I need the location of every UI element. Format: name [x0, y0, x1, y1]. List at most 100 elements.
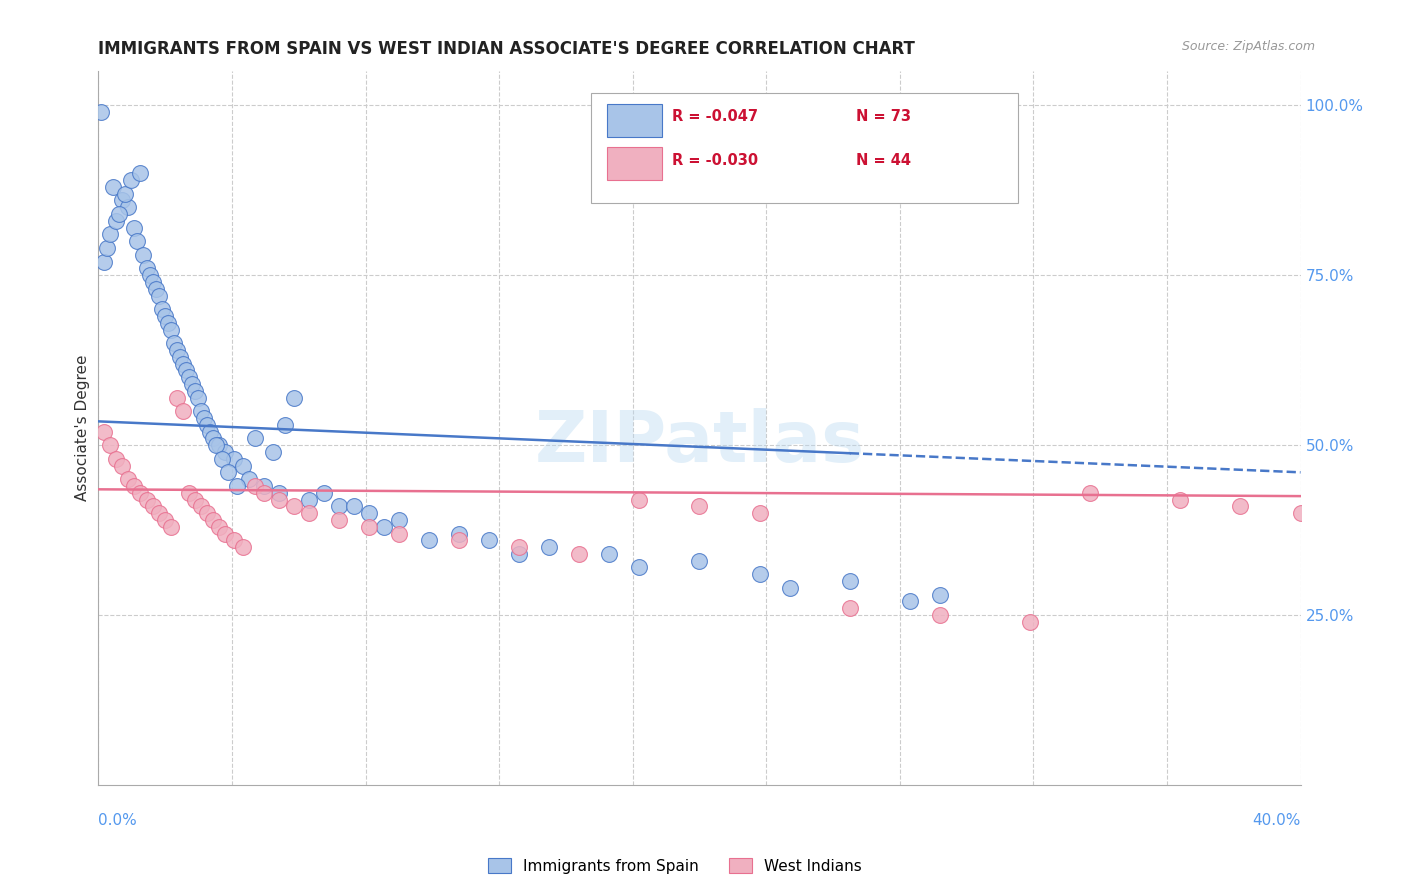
- Point: [117, 472, 139, 486]
- Point: [208, 438, 231, 452]
- Point: [214, 526, 236, 541]
- Point: [238, 472, 260, 486]
- Point: [201, 513, 224, 527]
- Point: [1289, 506, 1312, 520]
- Point: [132, 248, 155, 262]
- Text: IMMIGRANTS FROM SPAIN VS WEST INDIAN ASSOCIATE'S DEGREE CORRELATION CHART: IMMIGRANTS FROM SPAIN VS WEST INDIAN ASS…: [98, 40, 915, 58]
- Point: [183, 492, 205, 507]
- Point: [153, 513, 176, 527]
- Point: [105, 214, 128, 228]
- Point: [388, 513, 411, 527]
- Point: [145, 282, 167, 296]
- FancyBboxPatch shape: [607, 104, 662, 137]
- Point: [177, 370, 200, 384]
- Point: [232, 458, 254, 473]
- Text: N = 73: N = 73: [856, 109, 911, 124]
- Point: [111, 458, 134, 473]
- Point: [193, 411, 215, 425]
- Point: [568, 547, 591, 561]
- FancyBboxPatch shape: [607, 147, 662, 180]
- Point: [538, 540, 561, 554]
- Point: [124, 220, 146, 235]
- Point: [180, 376, 202, 391]
- Point: [689, 500, 711, 514]
- Point: [328, 500, 350, 514]
- Point: [312, 485, 335, 500]
- Point: [628, 492, 651, 507]
- Point: [148, 288, 170, 302]
- Legend: Immigrants from Spain, West Indians: Immigrants from Spain, West Indians: [482, 852, 868, 880]
- Point: [172, 404, 194, 418]
- Point: [138, 268, 160, 283]
- Point: [108, 207, 131, 221]
- Point: [172, 357, 194, 371]
- Point: [148, 506, 170, 520]
- Point: [328, 513, 350, 527]
- Point: [508, 547, 530, 561]
- Y-axis label: Associate's Degree: Associate's Degree: [75, 355, 90, 501]
- Point: [283, 500, 305, 514]
- Point: [357, 519, 380, 533]
- Point: [124, 479, 146, 493]
- Point: [114, 186, 136, 201]
- Point: [204, 438, 226, 452]
- Point: [169, 350, 191, 364]
- Point: [283, 391, 305, 405]
- Point: [373, 519, 395, 533]
- Point: [748, 567, 770, 582]
- Point: [225, 479, 247, 493]
- Text: 40.0%: 40.0%: [1253, 814, 1301, 828]
- Point: [153, 309, 176, 323]
- Point: [100, 438, 122, 452]
- Point: [418, 533, 440, 548]
- FancyBboxPatch shape: [592, 93, 1018, 203]
- Point: [96, 241, 118, 255]
- Point: [177, 485, 200, 500]
- Point: [217, 466, 239, 480]
- Point: [159, 519, 181, 533]
- Text: N = 44: N = 44: [856, 153, 911, 168]
- Point: [183, 384, 205, 398]
- Point: [198, 425, 221, 439]
- Point: [274, 417, 297, 432]
- Point: [929, 588, 952, 602]
- Point: [150, 302, 173, 317]
- Point: [222, 451, 245, 466]
- Point: [478, 533, 501, 548]
- Point: [190, 500, 212, 514]
- Point: [141, 275, 163, 289]
- Point: [103, 180, 125, 194]
- Point: [93, 425, 115, 439]
- Point: [243, 479, 266, 493]
- Point: [929, 608, 952, 623]
- Point: [214, 445, 236, 459]
- Point: [166, 391, 188, 405]
- Point: [508, 540, 530, 554]
- Point: [162, 336, 184, 351]
- Point: [127, 234, 149, 248]
- Point: [598, 547, 620, 561]
- Point: [135, 492, 157, 507]
- Point: [1170, 492, 1192, 507]
- Point: [357, 506, 380, 520]
- Point: [187, 391, 209, 405]
- Text: R = -0.047: R = -0.047: [672, 109, 758, 124]
- Point: [111, 194, 134, 208]
- Text: 0.0%: 0.0%: [98, 814, 138, 828]
- Text: Source: ZipAtlas.com: Source: ZipAtlas.com: [1181, 40, 1315, 54]
- Point: [129, 485, 152, 500]
- Point: [447, 533, 470, 548]
- Point: [1078, 485, 1101, 500]
- Point: [779, 581, 801, 595]
- Point: [135, 261, 157, 276]
- Point: [1229, 500, 1251, 514]
- Text: R = -0.030: R = -0.030: [672, 153, 758, 168]
- Point: [195, 506, 218, 520]
- Point: [105, 451, 128, 466]
- Point: [388, 526, 411, 541]
- Point: [166, 343, 188, 357]
- Point: [267, 485, 290, 500]
- Point: [190, 404, 212, 418]
- Point: [267, 492, 290, 507]
- Point: [208, 519, 231, 533]
